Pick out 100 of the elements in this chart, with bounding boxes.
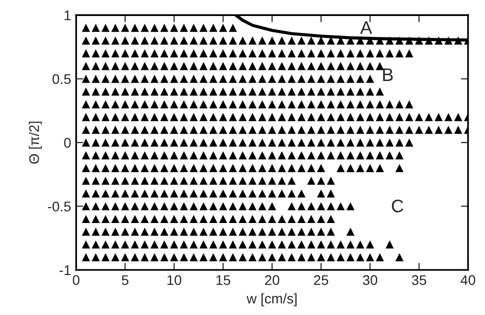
point xyxy=(454,126,462,134)
point xyxy=(395,49,404,58)
point xyxy=(101,176,110,185)
point xyxy=(160,62,168,70)
point xyxy=(366,62,374,70)
point xyxy=(190,214,198,224)
point xyxy=(190,164,198,172)
point xyxy=(130,253,139,262)
annotation: B xyxy=(383,68,393,81)
point xyxy=(140,240,149,249)
point xyxy=(101,36,110,45)
point xyxy=(317,189,326,198)
point xyxy=(336,164,345,172)
point xyxy=(219,189,228,198)
point xyxy=(150,113,159,122)
point xyxy=(356,62,364,70)
point xyxy=(278,138,286,147)
point xyxy=(101,151,110,160)
point xyxy=(228,164,237,172)
point xyxy=(140,253,149,262)
point xyxy=(278,36,286,45)
point xyxy=(180,100,188,108)
point xyxy=(326,151,335,160)
point xyxy=(219,176,228,185)
point xyxy=(346,88,355,96)
point xyxy=(190,49,198,58)
point xyxy=(111,214,120,224)
point xyxy=(92,138,100,147)
point xyxy=(346,228,355,236)
point xyxy=(268,138,276,147)
point xyxy=(170,138,178,147)
point xyxy=(140,49,149,58)
point xyxy=(297,151,306,160)
point xyxy=(336,88,345,96)
point xyxy=(258,138,266,147)
point xyxy=(317,88,326,96)
point xyxy=(278,62,286,70)
point xyxy=(180,151,188,160)
point xyxy=(92,74,100,83)
point xyxy=(258,74,266,83)
point xyxy=(326,228,335,236)
point xyxy=(209,240,218,249)
point xyxy=(140,151,149,160)
point xyxy=(268,253,276,262)
point xyxy=(180,49,188,58)
point xyxy=(150,202,159,210)
point xyxy=(111,253,120,262)
point xyxy=(288,126,296,134)
point xyxy=(248,164,257,172)
point xyxy=(130,214,139,224)
point xyxy=(219,36,228,45)
point xyxy=(180,189,188,198)
point xyxy=(150,164,159,172)
point xyxy=(278,253,286,262)
point xyxy=(288,62,296,70)
y-tick-label: -1 xyxy=(60,265,71,275)
point xyxy=(336,49,345,58)
point xyxy=(209,74,218,83)
point xyxy=(190,240,198,249)
point xyxy=(170,164,178,172)
point xyxy=(395,151,404,160)
point xyxy=(209,253,218,262)
point xyxy=(199,164,208,172)
point xyxy=(219,228,228,236)
point xyxy=(150,151,159,160)
point xyxy=(336,126,345,134)
point xyxy=(278,88,286,96)
point xyxy=(82,113,90,122)
point xyxy=(140,113,149,122)
point xyxy=(140,176,149,185)
point xyxy=(326,189,335,198)
point xyxy=(180,24,188,32)
point xyxy=(366,138,374,147)
point xyxy=(209,214,218,224)
point xyxy=(111,24,120,32)
point xyxy=(219,214,228,224)
point xyxy=(150,189,159,198)
x-tick-label: 30 xyxy=(362,275,378,286)
point xyxy=(405,126,414,134)
point xyxy=(82,24,90,32)
point xyxy=(326,240,335,249)
point xyxy=(317,113,326,122)
point xyxy=(297,228,306,236)
point xyxy=(209,202,218,210)
point xyxy=(101,62,110,70)
point xyxy=(170,240,178,249)
point xyxy=(111,62,120,70)
point xyxy=(317,100,326,108)
point xyxy=(366,151,374,160)
point xyxy=(258,202,266,210)
point xyxy=(317,214,326,224)
point xyxy=(395,138,404,147)
point xyxy=(101,74,110,83)
point xyxy=(170,202,178,210)
point xyxy=(346,49,355,58)
point xyxy=(199,49,208,58)
point xyxy=(228,74,237,83)
point xyxy=(268,74,276,83)
point xyxy=(288,189,296,198)
point xyxy=(346,100,355,108)
